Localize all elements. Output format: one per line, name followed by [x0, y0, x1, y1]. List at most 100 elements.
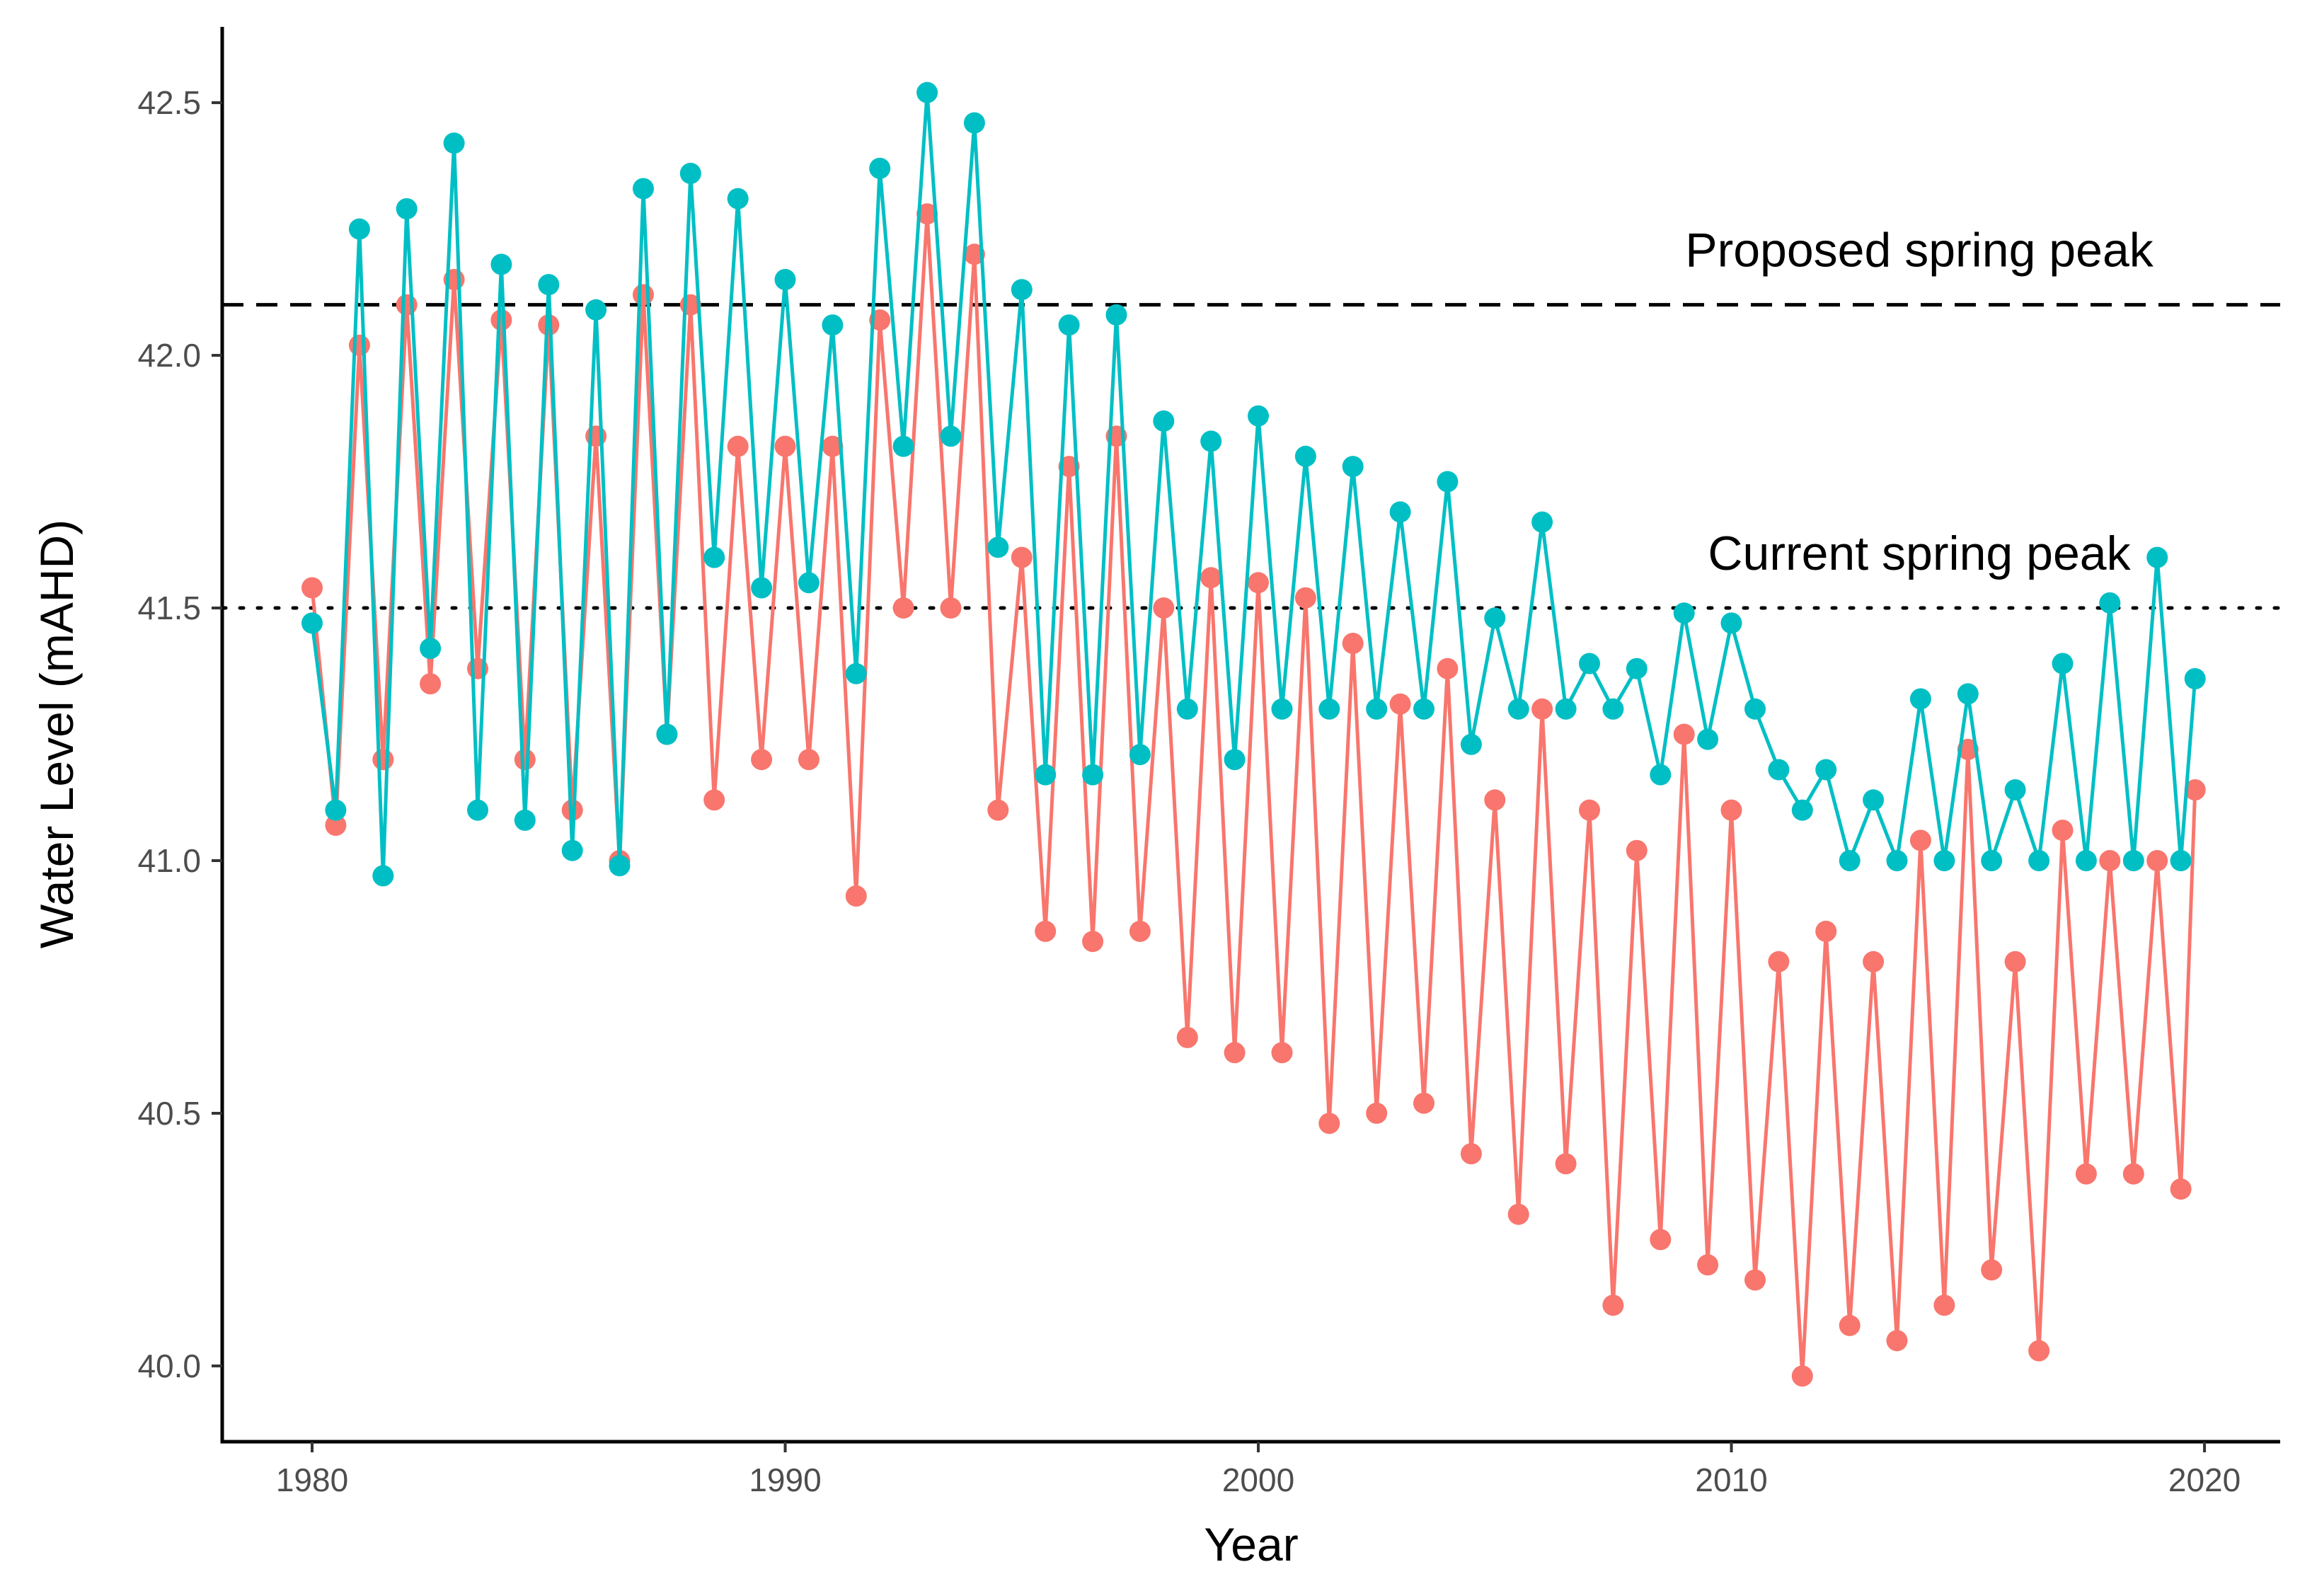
series-2-point	[561, 839, 583, 861]
series-2-point	[892, 435, 914, 457]
series-2-point	[1697, 728, 1719, 750]
series-2-point	[1768, 759, 1790, 781]
series-1-point	[751, 749, 773, 771]
series-1-point	[2170, 1178, 2192, 1200]
series-1-point	[1626, 839, 1648, 861]
series-1-point	[2184, 779, 2206, 800]
series-2-point	[1626, 658, 1648, 679]
series-1-point	[1176, 1026, 1198, 1048]
y-axis-title: Water Level (mAHD)	[30, 519, 83, 948]
series-1-point	[2004, 951, 2026, 972]
series-2-point	[2075, 850, 2097, 871]
series-2-point	[751, 577, 773, 599]
series-2-point	[798, 572, 820, 594]
series-2-point	[538, 274, 560, 296]
series-2-point	[1602, 698, 1624, 720]
series-1-point	[1389, 693, 1411, 715]
series-1-point	[1129, 920, 1151, 942]
series-2-point	[1579, 653, 1600, 674]
series-2-point	[2099, 592, 2121, 614]
series-1-point	[916, 203, 938, 225]
series-1-point	[1366, 1102, 1388, 1124]
series-1-point	[940, 597, 962, 619]
series-2-point	[633, 178, 654, 200]
series-2-point	[1011, 279, 1033, 301]
series-1-point	[301, 577, 323, 599]
series-1-point	[1460, 1143, 1482, 1165]
series-2-point	[585, 299, 607, 321]
series-1-point	[1531, 698, 1553, 720]
series-1-point	[1484, 789, 1506, 811]
series-2-point	[1271, 698, 1293, 720]
series-2-point	[1673, 602, 1695, 624]
series-2-point	[2028, 850, 2050, 871]
series-1-point	[703, 789, 725, 811]
series-2-point	[1437, 471, 1459, 493]
series-2-point	[1886, 850, 1908, 871]
series-1-point	[2052, 820, 2074, 842]
series-2-point	[1413, 698, 1434, 720]
series-1-point	[2146, 850, 2168, 871]
reference-label-proposed: Proposed spring peak	[1685, 224, 2154, 277]
series-2-point	[1318, 698, 1340, 720]
series-1-point	[372, 749, 394, 771]
series-1-point	[1248, 572, 1269, 594]
series-layer	[301, 81, 2206, 1387]
x-tick-label: 2000	[1222, 1462, 1294, 1498]
series-1-point	[1294, 587, 1316, 609]
series-1-point	[1909, 829, 1931, 851]
series-2	[301, 81, 2206, 887]
series-1-point	[2122, 1163, 2144, 1185]
series-2-point	[1082, 764, 1104, 786]
series-1-point	[1035, 920, 1057, 942]
series-2-point	[703, 546, 725, 568]
series-1-point	[1673, 723, 1695, 745]
series-1-point	[892, 597, 914, 619]
series-2-point	[963, 112, 985, 134]
series-1-point	[1555, 1153, 1577, 1175]
series-1-point	[2075, 1163, 2097, 1185]
series-2-point	[1058, 314, 1080, 336]
series-2-point	[1342, 456, 1364, 478]
series-2-point	[1981, 850, 2003, 871]
series-2-point	[467, 799, 488, 821]
series-1-point	[396, 294, 418, 316]
series-1-point	[1058, 456, 1080, 478]
series-1	[301, 203, 2206, 1387]
series-2-point	[396, 198, 418, 219]
series-2-point	[1200, 430, 1222, 452]
series-1-point	[2028, 1340, 2050, 1362]
series-1-point	[1200, 567, 1222, 589]
series-2-point	[679, 163, 701, 184]
series-1-point	[1318, 1113, 1340, 1135]
x-tick-label: 1990	[749, 1462, 821, 1498]
series-1-point	[633, 284, 654, 306]
series-1-point	[420, 673, 442, 695]
series-1-point	[1720, 799, 1742, 821]
series-1-point	[1886, 1330, 1908, 1352]
x-tick-label: 1980	[276, 1462, 348, 1498]
series-1-point	[1224, 1042, 1246, 1064]
series-2-point	[514, 809, 536, 831]
series-2-point	[2146, 546, 2168, 568]
series-1-point	[1153, 597, 1175, 619]
series-2-point	[1389, 501, 1411, 523]
series-2-point	[1839, 850, 1861, 871]
series-1-point	[1744, 1269, 1766, 1291]
x-axis-title: Year	[1204, 1518, 1298, 1571]
series-2-point	[1531, 511, 1553, 533]
y-tick-label: 42.5	[137, 84, 201, 121]
series-2-point	[1815, 759, 1837, 781]
series-1-point	[1933, 1294, 1955, 1316]
series-2-point	[1129, 744, 1151, 766]
reference-label-current: Current spring peak	[1708, 527, 2131, 580]
series-2-point	[1909, 688, 1931, 710]
series-2-point	[1176, 698, 1198, 720]
series-2-point	[1555, 698, 1577, 720]
series-2-point	[1105, 304, 1127, 326]
series-2-point	[443, 132, 465, 154]
series-2-point	[1153, 410, 1175, 432]
series-2-point	[940, 425, 962, 447]
